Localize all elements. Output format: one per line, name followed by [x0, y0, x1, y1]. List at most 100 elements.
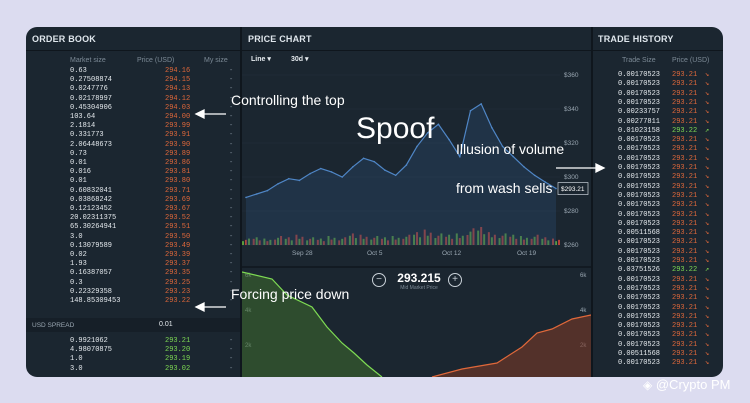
trade-row: 0.00170523 293.21 ↘: [592, 90, 723, 99]
volume-bar: [490, 237, 493, 245]
volume-bar: [469, 231, 472, 245]
trade-price: 293.22: [672, 266, 698, 275]
order-size: 0.60832041: [70, 186, 113, 195]
order-price: 294.03: [165, 103, 191, 112]
ask-row[interactable]: 0.12123452 293.67 -: [26, 205, 240, 214]
ask-row[interactable]: 0.63 294.16 -: [26, 67, 240, 76]
trade-price: 293.21: [672, 312, 698, 321]
ask-row[interactable]: 0.3 293.25 -: [26, 279, 240, 288]
trade-size: 0.00170523: [618, 275, 661, 284]
plus-icon: +: [452, 274, 458, 285]
zoom-in-button[interactable]: +: [448, 273, 462, 287]
ask-row[interactable]: 0.01 293.86 -: [26, 159, 240, 168]
order-price: 293.81: [165, 168, 191, 177]
trade-size: 0.00170523: [618, 312, 661, 321]
arrow-down-icon: ↘: [705, 331, 710, 340]
ask-row[interactable]: 0.0247776 294.13 -: [26, 85, 240, 94]
order-price: 293.99: [165, 122, 191, 131]
price-chart-title: PRICE CHART: [242, 27, 591, 51]
bid-row[interactable]: 4.98070875 293.20 -: [26, 346, 240, 355]
ask-row[interactable]: 148.85309453 293.22 -: [26, 297, 240, 306]
price-point: [384, 169, 386, 171]
arrow-down-icon: ↘: [705, 340, 710, 349]
price-point: [491, 126, 493, 129]
volume-bar: [274, 239, 277, 245]
volume-bar: [544, 237, 547, 245]
bid-depth-line: [242, 271, 383, 377]
order-size: 0.02: [70, 251, 87, 259]
y-tick-label: $340: [564, 106, 579, 113]
annotation-forcing: Forcing price down: [231, 286, 350, 302]
ask-row[interactable]: 1.93 293.37 -: [26, 260, 240, 269]
ask-row[interactable]: 20.02311375 293.52 -: [26, 214, 240, 223]
price-chart-svg[interactable]: $360 $340 $320 $300 $280 $260 Sep 28 Oct 5 Oct 1…: [242, 27, 591, 377]
volume-bar: [519, 236, 522, 245]
volume-bar: [252, 238, 255, 245]
volume-bar: [338, 240, 341, 245]
volume-bar: [487, 232, 490, 245]
ask-row[interactable]: 3.0 293.50 -: [26, 233, 240, 242]
annotation-illusion: Illusion of volume: [456, 141, 565, 157]
volume-bar: [451, 238, 454, 245]
ask-row[interactable]: 0.60832041 293.71 -: [26, 187, 240, 196]
bid-row[interactable]: 3.0 293.02 -: [26, 365, 240, 374]
trade-price: 293.21: [672, 108, 698, 117]
watermark-text: @Crypto PM: [655, 377, 731, 392]
order-size: 0.01: [70, 177, 87, 186]
volume-bar: [525, 237, 528, 245]
bid-row[interactable]: 1.0 293.19 -: [26, 355, 240, 364]
ask-row[interactable]: 0.02 293.39 -: [26, 251, 240, 260]
trade-price: 293.21: [672, 294, 698, 303]
timeframe-select[interactable]: 30d ▾: [291, 55, 309, 63]
price-point: [437, 123, 440, 126]
trade-row: 0.00277811 293.21 ↘: [592, 118, 723, 127]
bid-row[interactable]: 0.9921062 293.21 -: [26, 337, 240, 346]
ask-row[interactable]: 103.64 294.00 -: [26, 113, 240, 122]
volume-bar: [509, 236, 512, 245]
chevron-down-icon: ▾: [267, 56, 271, 63]
volume-bar: [312, 237, 315, 245]
ask-row[interactable]: 0.16387057 293.35 -: [26, 269, 240, 278]
arrow-down-icon: ↘: [705, 173, 710, 182]
ask-row[interactable]: 0.73 293.89 -: [26, 150, 240, 159]
chart-type-select[interactable]: Line ▾: [251, 55, 271, 63]
trade-row: 0.01023158 293.22 ↗: [592, 127, 723, 136]
trade-row: 0.00170523 293.21 ↘: [592, 341, 723, 350]
ask-row[interactable]: 0.13079589 293.49 -: [26, 242, 240, 251]
current-price-label: $293.21: [561, 186, 585, 193]
volume-bar: [354, 238, 357, 245]
volume-bar: [330, 239, 333, 245]
order-size: 1.93: [70, 260, 87, 269]
ask-row[interactable]: 65.30264941 293.51 -: [26, 223, 240, 232]
zoom-out-button[interactable]: −: [372, 273, 386, 287]
trade-size: 0.00511568: [618, 229, 661, 238]
trade-price: 293.21: [672, 284, 698, 293]
order-price: 293.21: [165, 337, 191, 345]
ask-row[interactable]: 2.1814 293.99 -: [26, 122, 240, 131]
ask-row[interactable]: 0.01 293.80 -: [26, 177, 240, 186]
ask-row[interactable]: 0.27508874 294.15 -: [26, 76, 240, 85]
ask-row[interactable]: 2.06448673 293.90 -: [26, 141, 240, 150]
col-market-size: Market size: [70, 57, 106, 64]
depth-y-tick-right: 4k: [580, 308, 587, 314]
trade-row: 0.00511568 293.21 ↘: [592, 229, 723, 238]
order-size: 0.3: [70, 278, 83, 287]
current-price-tag: [557, 182, 589, 195]
arrow-down-icon: ↘: [705, 359, 710, 368]
volume-bar: [448, 234, 451, 245]
ask-row[interactable]: 0.331773 293.91 -: [26, 131, 240, 140]
price-point: [523, 166, 525, 168]
trade-size: 0.00170523: [618, 238, 661, 247]
ask-row[interactable]: 0.03868242 293.69 -: [26, 196, 240, 205]
my-size: -: [229, 122, 234, 131]
order-size: 0.9921062: [70, 337, 108, 345]
ask-row[interactable]: 0.22329358 293.23 -: [26, 288, 240, 297]
ask-row[interactable]: 0.45304906 294.03 -: [26, 104, 240, 113]
my-size: -: [229, 76, 234, 85]
trade-size: 0.00170523: [618, 182, 661, 191]
exchange-window: ORDER BOOK Market size Price (USD) My si…: [26, 27, 723, 377]
my-size: -: [229, 140, 234, 149]
arrow-down-icon: ↘: [705, 238, 710, 247]
ask-row[interactable]: 0.02178997 294.12 -: [26, 95, 240, 104]
ask-row[interactable]: 0.016 293.81 -: [26, 168, 240, 177]
